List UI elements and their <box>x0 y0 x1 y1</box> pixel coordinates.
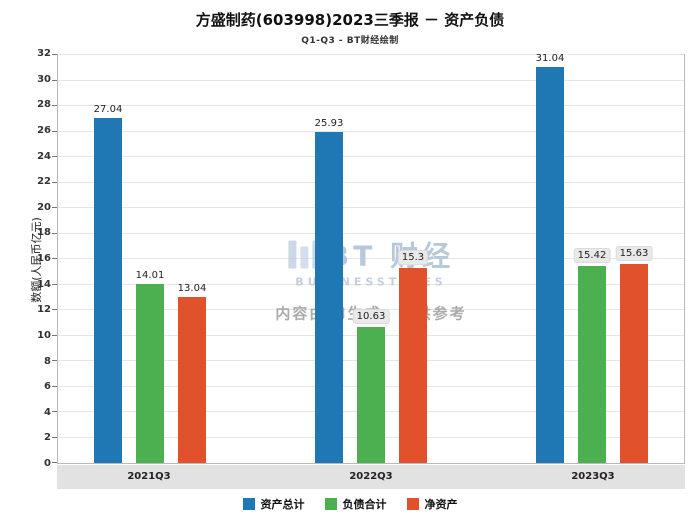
bar-净资产-2022Q3: 15.3 <box>397 249 429 463</box>
y-tick-mark <box>52 54 57 55</box>
legend-swatch <box>242 498 255 510</box>
y-tick-mark <box>52 462 57 463</box>
y-tick-mark <box>52 258 57 259</box>
legend-swatch <box>406 498 419 510</box>
y-tick-label: 0 <box>44 458 51 469</box>
y-tick-mark <box>52 156 57 157</box>
y-tick-mark <box>52 105 57 106</box>
y-tick-label: 6 <box>44 381 51 393</box>
legend-swatch <box>324 498 337 510</box>
legend-item-负债合计: 负债合计 <box>324 496 387 512</box>
y-tick-mark <box>52 181 57 183</box>
legend-item-资产总计: 资产总计 <box>242 496 305 512</box>
bar-value-label: 15.42 <box>573 248 611 264</box>
x-category-label: 2022Q3 <box>349 471 393 482</box>
gridline <box>58 79 684 81</box>
y-tick-mark <box>52 79 57 81</box>
bar-value-label: 15.3 <box>397 249 429 265</box>
y-tick-label: 16 <box>37 253 51 264</box>
chart-title: 方盛制药(603998)2023三季报 － 资产负债 <box>195 11 505 29</box>
gridline <box>58 258 684 259</box>
bar-资产总计-2023Q3: 31.04 <box>536 53 564 463</box>
y-tick-label: 10 <box>37 329 51 341</box>
gridline <box>58 207 684 208</box>
y-tick-mark <box>52 309 57 310</box>
y-tick-mark <box>52 360 57 361</box>
bar-负债合计-2021Q3: 14.01 <box>136 270 164 463</box>
bar-value-label: 13.04 <box>177 282 207 294</box>
y-tick-label: 22 <box>37 176 51 188</box>
y-tick-mark <box>52 283 57 285</box>
gridline <box>58 181 684 183</box>
x-category-label: 2021Q3 <box>127 471 171 482</box>
gridline <box>58 54 684 55</box>
legend: 资产总计 负债合计 净资产 <box>0 496 700 512</box>
bar-group-2023Q3: 31.04 15.42 15.63 <box>536 53 653 463</box>
y-tick-label: 8 <box>44 355 51 367</box>
bar-value-label: 15.63 <box>615 245 653 261</box>
y-axis: 0 2 4 6 8 10 12 14 16 18 20 22 24 26 28 30 32 <box>28 49 54 469</box>
y-tick-label: 20 <box>37 201 51 213</box>
x-category-label: 2023Q3 <box>571 471 615 482</box>
y-tick-mark <box>52 207 57 208</box>
bar-value-label: 27.04 <box>93 104 123 116</box>
y-tick-label: 14 <box>37 278 51 290</box>
y-tick-mark <box>52 130 57 132</box>
gridline <box>58 232 684 234</box>
bar-负债合计-2022Q3: 10.63 <box>352 309 390 463</box>
y-tick-mark <box>52 436 57 438</box>
bar-资产总计-2022Q3: 25.93 <box>315 118 343 463</box>
y-tick-label: 18 <box>37 227 51 239</box>
x-axis: 2021Q3 2022Q3 2023Q3 <box>57 465 685 489</box>
legend-label: 净资产 <box>424 498 458 511</box>
y-tick-label: 26 <box>37 124 51 136</box>
y-tick-mark <box>52 232 57 234</box>
bar-负债合计-2023Q3: 15.42 <box>573 248 611 463</box>
gridline <box>58 156 684 157</box>
y-tick-label: 24 <box>37 150 51 162</box>
y-tick-label: 12 <box>37 304 51 316</box>
y-tick-mark <box>52 385 57 387</box>
bar-value-label: 14.01 <box>135 270 165 282</box>
bar-净资产-2021Q3: 13.04 <box>178 283 206 463</box>
bars-container: 27.04 14.01 13.04 25.93 10.63 15.3 31.04 15.42 1… <box>58 53 684 463</box>
bar-value-label: 31.04 <box>535 53 565 65</box>
bar-资产总计-2021Q3: 27.04 <box>94 104 122 463</box>
bar-净资产-2023Q3: 15.63 <box>615 245 653 463</box>
y-tick-mark <box>52 334 57 336</box>
y-tick-label: 2 <box>44 432 51 444</box>
y-tick-label: 32 <box>37 48 51 59</box>
gridline <box>58 105 684 106</box>
legend-label: 负债合计 <box>342 498 387 511</box>
bar-value-label: 25.93 <box>314 118 344 130</box>
gridline <box>58 130 684 132</box>
y-tick-label: 28 <box>37 99 51 111</box>
legend-label: 资产总计 <box>260 498 305 511</box>
bar-value-label: 10.63 <box>352 309 390 325</box>
plot-area: BT 财经 BUSINESSTIMES 内容由AI生成，仅供参考 27.0414… <box>52 53 685 464</box>
y-tick-label: 30 <box>37 73 51 85</box>
y-tick-mark <box>52 411 57 412</box>
gridline <box>58 283 684 285</box>
bar-group-2022Q3: 25.93 10.63 15.3 <box>315 55 429 463</box>
bar-group-2021Q3: 27.04 14.01 13.04 <box>94 55 206 463</box>
chart-subtitle: Q1-Q3 - BT财经绘制 <box>301 36 399 46</box>
legend-item-净资产: 净资产 <box>406 496 458 512</box>
y-tick-label: 4 <box>44 406 51 418</box>
